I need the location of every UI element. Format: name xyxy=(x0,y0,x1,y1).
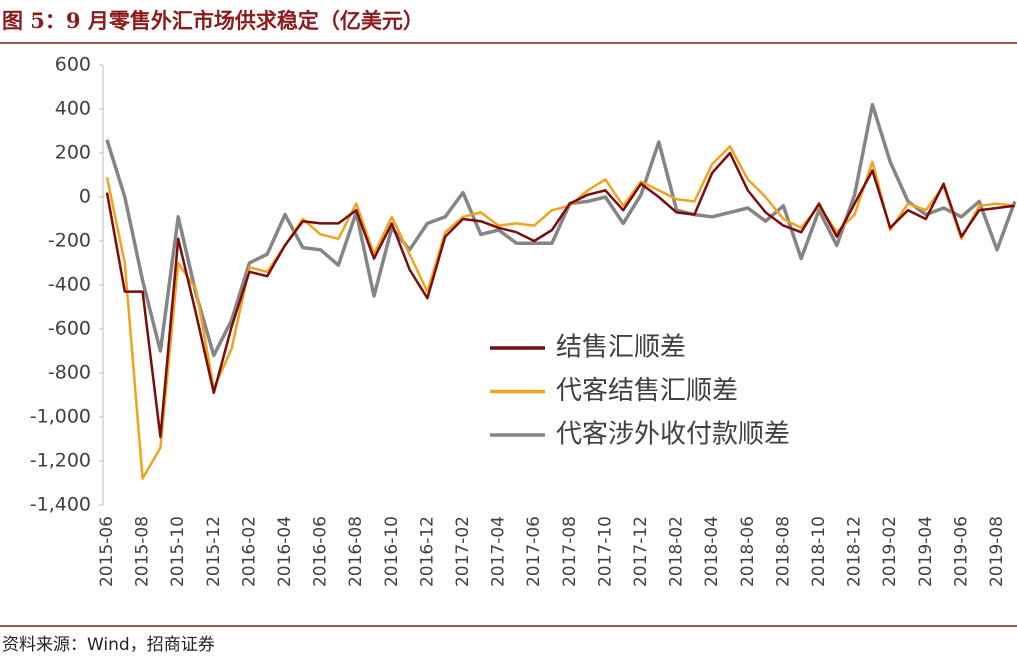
x-tick-label: 2017-10 xyxy=(595,516,615,587)
x-tick-label: 2018-08 xyxy=(773,516,793,587)
x-tick-label: 2017-04 xyxy=(489,516,509,587)
x-tick-label: 2018-10 xyxy=(809,516,829,587)
x-tick-label: 2016-12 xyxy=(417,516,437,587)
x-tick-label: 2017-06 xyxy=(524,516,544,587)
y-tick-label: -200 xyxy=(48,230,91,252)
x-tick-label: 2018-02 xyxy=(667,516,687,587)
x-tick-label: 2019-04 xyxy=(916,516,936,587)
x-tick-label: 2015-08 xyxy=(133,516,153,587)
x-tick-label: 2016-10 xyxy=(382,516,402,587)
y-tick-label: -1,000 xyxy=(30,406,91,428)
x-tick-label: 2016-02 xyxy=(239,516,259,587)
y-tick-label: 0 xyxy=(79,186,91,208)
y-tick-label: -800 xyxy=(48,362,91,384)
series-line xyxy=(105,151,1015,439)
x-tick-label: 2018-12 xyxy=(845,516,865,587)
y-tick-label: -600 xyxy=(48,318,91,340)
y-tick-label: -1,400 xyxy=(30,494,91,516)
legend-label: 代客结售汇顺差 xyxy=(556,376,738,406)
chart-title: 图 5：9 月零售外汇市场供求稳定（亿美元） xyxy=(2,8,424,33)
source: 资料来源：Wind，招商证券 xyxy=(2,635,215,655)
x-tick-label: 2015-10 xyxy=(168,516,188,587)
series-line xyxy=(105,102,1017,358)
x-tick-label: 2017-08 xyxy=(560,516,580,587)
x-tick-label: 2016-04 xyxy=(275,516,295,587)
x-tick-label: 2018-06 xyxy=(738,516,758,587)
y-tick-label: -1,200 xyxy=(30,450,91,472)
x-tick-label: 2019-06 xyxy=(951,516,971,587)
x-tick-label: 2018-04 xyxy=(702,516,722,587)
x-tick-label: 2016-06 xyxy=(311,516,331,587)
legend-label: 结售汇顺差 xyxy=(556,333,686,363)
y-tick-label: -400 xyxy=(48,274,91,296)
x-tick-label: 2019-02 xyxy=(880,516,900,587)
x-tick-label: 2017-02 xyxy=(453,516,473,587)
x-tick-label: 2016-08 xyxy=(346,516,366,587)
x-tick-label: 2015-06 xyxy=(97,516,117,587)
x-tick-label: 2015-12 xyxy=(204,516,224,587)
x-tick-label: 2017-12 xyxy=(631,516,651,587)
x-tick-label: 2019-08 xyxy=(987,516,1007,587)
legend-label: 代客涉外收付款顺差 xyxy=(556,420,790,450)
y-tick-label: 200 xyxy=(55,142,91,164)
y-tick-label: 400 xyxy=(55,98,91,120)
y-tick-label: 600 xyxy=(55,54,91,76)
